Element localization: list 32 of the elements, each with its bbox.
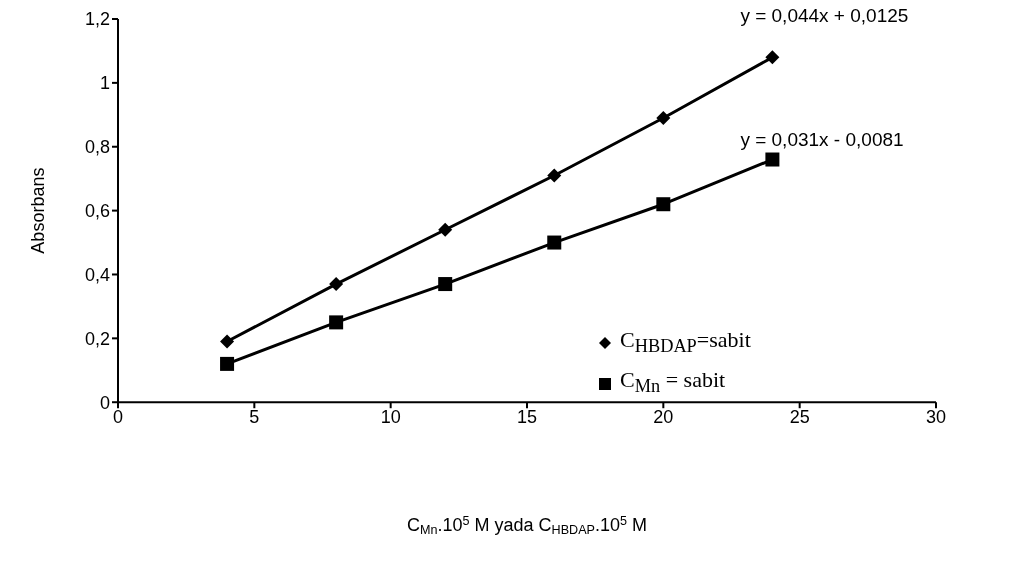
x-tick-label: 10 — [380, 407, 401, 427]
point — [329, 277, 344, 292]
x-tick-label: 0 — [112, 407, 124, 427]
point — [547, 168, 562, 183]
point — [329, 315, 344, 330]
y-tick-label: 0,6 — [84, 201, 110, 221]
point — [438, 277, 453, 292]
annotation: y = 0,044x + 0,0125 — [740, 5, 909, 28]
x-tick-label: 5 — [249, 407, 260, 427]
point — [656, 111, 671, 125]
point — [438, 222, 453, 237]
x-tick-label: 15 — [516, 407, 538, 427]
y-tick-label: 0,4 — [84, 264, 110, 285]
point — [220, 334, 235, 349]
x-tick-label: 20 — [653, 407, 674, 427]
y-tick-label: 1 — [99, 73, 110, 94]
y-tick-label: 0,8 — [84, 137, 110, 158]
point — [765, 50, 780, 65]
point — [656, 197, 671, 212]
legend-label: C$_{Mn}$ = sabit — [620, 366, 726, 399]
y-tick-label: 0 — [99, 392, 110, 413]
text: C$_{Mn}$.10$^{5}$ M yada C$_{HBDAP}$.10$^{5}$ M — [406, 514, 648, 538]
x-tick-label: 25 — [789, 407, 810, 427]
x-tick-label: 30 — [925, 407, 947, 427]
y-tick-label: 0,2 — [84, 328, 110, 349]
legend-label: C$_{HBDAP}$=sabit — [620, 326, 751, 359]
annotation: y = 0,031x - 0,0081 — [740, 129, 904, 152]
point — [765, 152, 780, 167]
y-tick-label: 1,2 — [84, 9, 110, 30]
point — [547, 235, 562, 250]
point — [220, 356, 235, 371]
y-axis-title: Absorbans — [28, 167, 49, 254]
